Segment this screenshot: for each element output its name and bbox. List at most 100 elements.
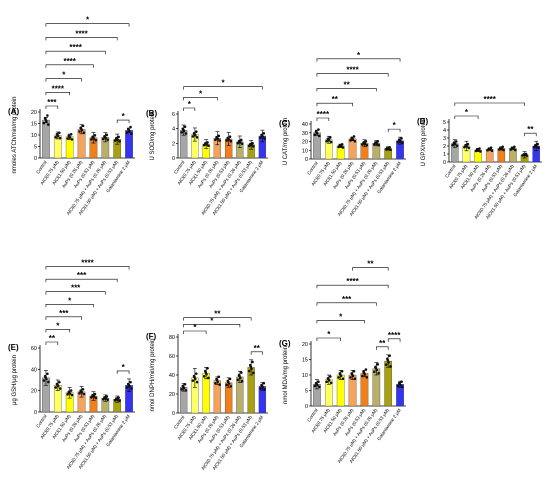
data-point bbox=[78, 130, 81, 133]
data-point bbox=[315, 130, 318, 134]
significance-bracket bbox=[250, 351, 263, 355]
y-tick-label: 5 bbox=[305, 389, 308, 395]
data-point bbox=[180, 388, 183, 391]
data-point bbox=[218, 383, 221, 386]
data-point bbox=[129, 380, 132, 384]
data-point bbox=[490, 149, 494, 153]
data-point bbox=[105, 133, 109, 137]
data-point bbox=[115, 137, 119, 141]
y-tick-label: 4 bbox=[172, 127, 175, 133]
significance-stars: ** bbox=[214, 310, 221, 319]
data-point bbox=[106, 138, 109, 142]
significance-bracket bbox=[316, 102, 353, 107]
panel-label: (F) bbox=[146, 332, 157, 341]
significance-stars: **** bbox=[52, 84, 65, 93]
y-axis-label: nmoles ATCh/min/mg protein bbox=[12, 97, 18, 174]
data-point bbox=[386, 358, 390, 362]
significance-bracket bbox=[316, 320, 365, 324]
data-point bbox=[522, 153, 526, 156]
significance-stars: ** bbox=[254, 344, 261, 353]
y-tick-label: 20 bbox=[302, 342, 308, 348]
significance-bracket bbox=[45, 278, 118, 283]
data-point bbox=[341, 377, 345, 381]
significance-bracket bbox=[45, 37, 118, 41]
data-point bbox=[259, 387, 262, 390]
y-axis-label: U SOD/mg protein bbox=[150, 111, 156, 160]
data-point bbox=[44, 375, 47, 379]
data-point bbox=[240, 379, 244, 383]
data-point bbox=[499, 146, 503, 150]
y-tick-label: 1 bbox=[443, 152, 446, 158]
significance-bracket bbox=[183, 324, 241, 328]
data-point bbox=[339, 373, 342, 376]
significance-stars: * bbox=[199, 89, 203, 98]
data-point bbox=[91, 136, 95, 139]
data-point bbox=[202, 374, 206, 378]
data-point bbox=[239, 371, 243, 374]
data-point bbox=[479, 150, 482, 153]
data-point bbox=[217, 375, 221, 379]
significance-bracket bbox=[316, 73, 389, 77]
data-point bbox=[252, 145, 255, 148]
data-point bbox=[236, 141, 240, 145]
significance-stars: **** bbox=[346, 277, 359, 286]
significance-bracket bbox=[45, 316, 82, 320]
significance-stars: * bbox=[193, 323, 197, 332]
data-point bbox=[93, 134, 97, 137]
data-point bbox=[313, 133, 317, 137]
significance-stars: *** bbox=[47, 98, 57, 107]
data-point bbox=[93, 392, 97, 396]
data-point bbox=[353, 377, 357, 381]
significance-bracket bbox=[454, 102, 525, 106]
significance-bracket bbox=[45, 291, 106, 295]
significance-stars: * bbox=[62, 71, 66, 80]
significance-stars: * bbox=[465, 108, 469, 117]
data-point bbox=[46, 372, 49, 376]
data-point bbox=[218, 139, 221, 142]
data-point bbox=[398, 138, 401, 142]
significance-stars: * bbox=[122, 363, 126, 372]
y-tick-label: 40 bbox=[302, 122, 308, 128]
data-point bbox=[204, 142, 208, 146]
data-point bbox=[82, 392, 86, 396]
significance-bracket bbox=[183, 86, 263, 90]
data-point bbox=[225, 139, 228, 142]
chart-panel-d: (D)U GPX/mg protein 012345ControlAlCl(0.7… bbox=[417, 95, 542, 220]
y-tick-label: 5 bbox=[34, 145, 37, 151]
y-axis-label: U CAT/mg protein bbox=[283, 118, 289, 166]
data-point bbox=[476, 148, 480, 152]
y-tick-label: 2 bbox=[443, 144, 446, 150]
data-point bbox=[180, 131, 183, 134]
data-point bbox=[401, 385, 404, 389]
significance-stars: ** bbox=[344, 80, 351, 89]
y-tick-label: 60 bbox=[31, 346, 37, 352]
data-point bbox=[453, 141, 456, 145]
significance-stars: * bbox=[188, 100, 192, 109]
data-point bbox=[118, 140, 121, 143]
data-point bbox=[362, 141, 366, 145]
data-point bbox=[349, 139, 352, 142]
significance-bracket bbox=[454, 115, 479, 119]
y-tick-label: 40 bbox=[169, 373, 175, 379]
significance-stars: ** bbox=[332, 95, 339, 104]
significance-stars: * bbox=[210, 316, 214, 325]
significance-stars: **** bbox=[483, 95, 496, 104]
data-point bbox=[317, 385, 321, 389]
y-tick-label: 20 bbox=[31, 389, 37, 395]
data-point bbox=[376, 140, 380, 143]
data-point bbox=[365, 376, 369, 379]
y-axis-label: nmol MDA/mg protein bbox=[283, 346, 289, 404]
data-point bbox=[206, 141, 209, 144]
data-point bbox=[207, 144, 210, 148]
data-point bbox=[130, 387, 133, 390]
data-point bbox=[376, 363, 380, 366]
data-point bbox=[340, 369, 344, 373]
significance-stars: **** bbox=[63, 57, 76, 66]
significance-bracket bbox=[45, 91, 70, 96]
y-axis-label: μg GSH/μg protein bbox=[12, 355, 18, 405]
data-point bbox=[352, 369, 356, 373]
significance-bracket bbox=[316, 117, 330, 121]
significance-bracket bbox=[316, 58, 401, 62]
data-point bbox=[90, 395, 93, 399]
significance-stars: * bbox=[393, 121, 397, 130]
